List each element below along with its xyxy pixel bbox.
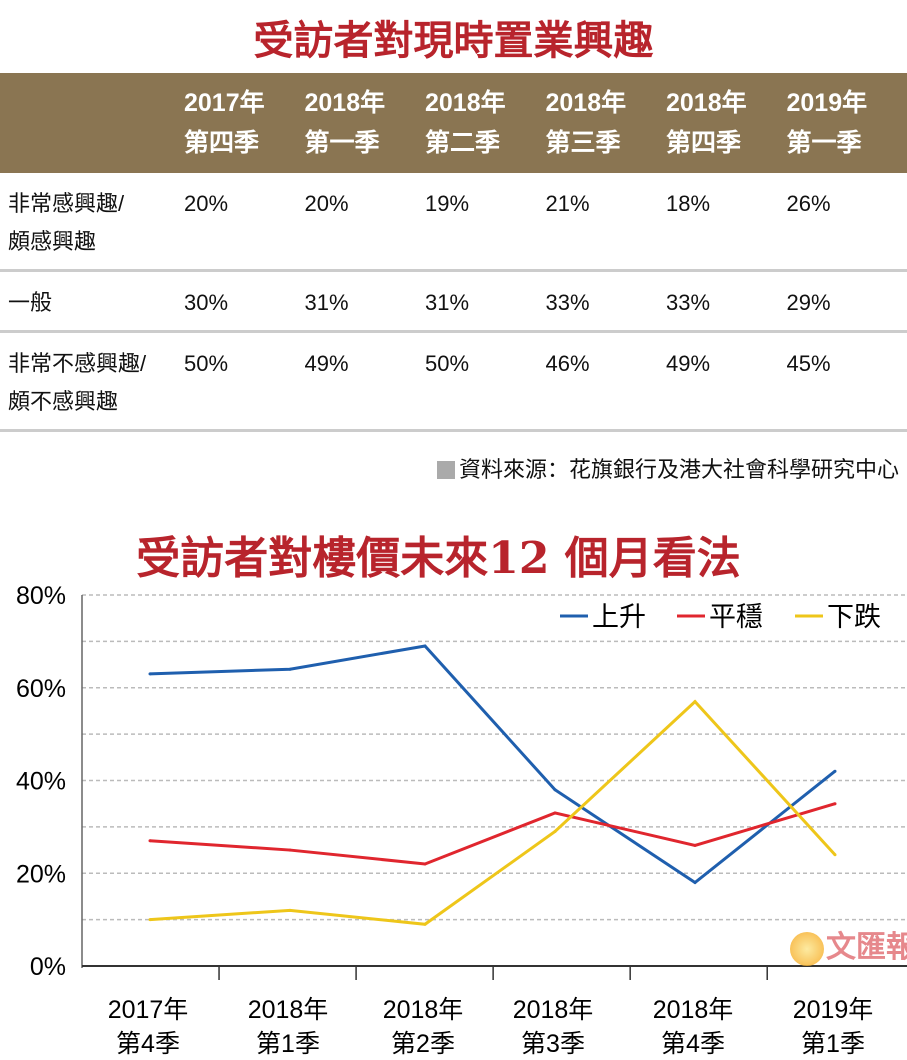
x-tick-label: 2018年	[513, 996, 594, 1024]
cell-value: 18%	[666, 173, 787, 272]
row-label-line: 頗不感興趣	[8, 389, 119, 414]
column-header: 2018年第四季	[666, 73, 787, 173]
data-point	[833, 802, 837, 806]
cell-value: 49%	[304, 331, 425, 432]
header-line: 第三季	[545, 129, 621, 157]
cell-value: 46%	[545, 331, 666, 432]
header-line: 第二季	[425, 129, 501, 157]
data-point	[423, 922, 427, 926]
y-tick-label: 60%	[16, 675, 66, 703]
logo-text: 文匯報	[826, 930, 907, 965]
cell-value: 29%	[786, 270, 907, 333]
data-point	[833, 853, 837, 857]
x-tick-label: 第2季	[391, 1030, 455, 1058]
header-line: 第一季	[786, 129, 862, 157]
x-tick-label: 2018年	[248, 996, 329, 1024]
cell-value: 31%	[304, 270, 425, 333]
x-tick-label: 第1季	[256, 1030, 320, 1058]
row-label: 一般	[0, 270, 184, 333]
table-row: 非常感興趣/頗感興趣 20% 20% 19% 21% 18% 26%	[0, 173, 907, 272]
y-tick-label: 20%	[16, 860, 66, 888]
header-line: 第四季	[666, 129, 742, 157]
x-tick-label: 第1季	[801, 1030, 865, 1058]
cell-value: 33%	[666, 270, 787, 333]
column-header: 2019年第一季	[786, 73, 907, 173]
series-line-1	[149, 802, 836, 866]
data-point	[423, 862, 427, 866]
series-line-2	[149, 699, 837, 926]
header-line: 第一季	[304, 129, 380, 157]
data-point	[288, 667, 292, 671]
column-header: 2018年第一季	[304, 73, 425, 173]
header-line: 2018年	[304, 89, 386, 117]
cell-value: 20%	[184, 173, 305, 272]
row-label-line: 頗感興趣	[8, 229, 97, 254]
data-point	[693, 700, 697, 704]
series-line-0	[149, 644, 836, 885]
chart-title: 受訪者對樓價未來12 個月看法	[136, 533, 741, 584]
y-tick-label: 80%	[16, 582, 66, 610]
square-icon	[436, 461, 455, 479]
data-point	[553, 788, 557, 792]
x-tick-label: 2017年	[108, 996, 189, 1024]
row-label-line: 一般	[8, 290, 53, 315]
data-point	[693, 843, 697, 847]
cell-value: 45%	[786, 331, 907, 432]
x-tick-label: 2018年	[383, 996, 464, 1024]
cell-value: 31%	[425, 270, 546, 333]
interest-table: 2017年 第四季 2018年 第一季 2018年 第二季 2018年 第三季 2018年 第四季…	[0, 73, 907, 432]
cell-value: 26%	[786, 173, 907, 272]
source-text: 資料來源：花旗銀行及港大社會科學研究中心	[458, 457, 899, 482]
logo-sun-icon	[790, 932, 824, 966]
row-label-line: 非常不感興趣/	[8, 351, 147, 376]
header-line: 2018年	[666, 89, 747, 117]
x-tick-label: 2019年	[793, 996, 874, 1024]
header-blank	[0, 73, 184, 173]
legend-label: 上升	[592, 602, 646, 632]
logo: 文匯報	[790, 922, 907, 966]
x-tick-label: 第4季	[116, 1030, 180, 1058]
x-tick-label: 2018年	[653, 996, 734, 1024]
header-line: 第四季	[184, 129, 260, 157]
header-line: 2018年	[425, 89, 506, 117]
table-title: 受訪者對現時置業興趣	[253, 17, 654, 64]
row-label: 非常感興趣/頗感興趣	[0, 173, 184, 272]
cell-value: 30%	[184, 270, 305, 333]
x-tick-label: 第3季	[521, 1030, 585, 1058]
data-point	[288, 848, 292, 852]
cell-value: 20%	[304, 173, 425, 272]
legend-label: 平穩	[709, 602, 763, 632]
data-point	[148, 839, 152, 843]
y-tick-label: 40%	[16, 768, 66, 796]
data-point	[833, 769, 837, 773]
source-note: 資料來源：花旗銀行及港大社會科學研究中心	[436, 452, 899, 484]
cell-value: 50%	[184, 331, 305, 432]
column-header: 2018年第三季	[545, 73, 666, 173]
legend-label: 下跌	[827, 602, 881, 632]
cell-value: 33%	[545, 270, 666, 333]
table-row: 一般 30% 31% 31% 33% 33% 29%	[0, 270, 907, 333]
row-label: 非常不感興趣/頗不感興趣	[0, 331, 184, 432]
cell-value: 50%	[425, 331, 546, 432]
data-point	[423, 644, 427, 648]
x-tick-label: 第4季	[661, 1030, 725, 1058]
cell-value: 21%	[545, 173, 666, 272]
data-point	[693, 881, 697, 885]
data-point	[288, 908, 292, 912]
cell-value: 19%	[425, 173, 546, 272]
header-line: 2017年	[184, 89, 265, 117]
header-line: 2018年	[545, 89, 627, 117]
data-point	[553, 830, 557, 834]
row-label-line: 非常感興趣/	[8, 191, 125, 216]
column-header: 2018年第二季	[425, 73, 546, 173]
table-row: 非常不感興趣/頗不感興趣 50% 49% 50% 46% 49% 45%	[0, 331, 907, 432]
y-tick-label: 0%	[30, 953, 66, 981]
data-point	[148, 672, 152, 676]
cell-value: 49%	[666, 331, 787, 432]
data-point	[553, 811, 557, 815]
column-header: 2017年第四季	[184, 73, 305, 173]
data-point	[148, 918, 152, 922]
header-line: 2019年	[786, 89, 868, 117]
